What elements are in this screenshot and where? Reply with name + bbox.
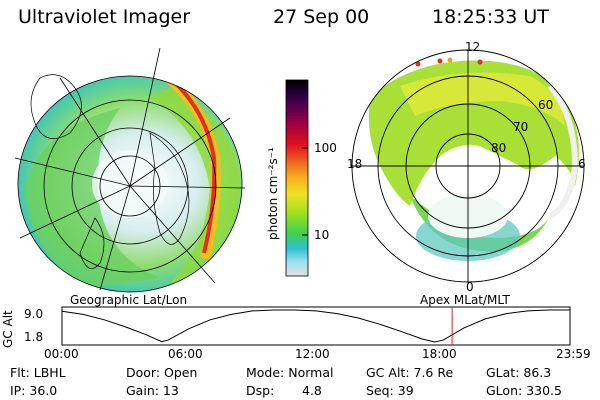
mlat-label-60: 60 [538, 98, 554, 112]
altitude-plot [61, 306, 571, 346]
status-dsp-label: Dsp: [246, 383, 275, 398]
mlt-label-0: 0 [466, 280, 474, 294]
altitude-ytick-high: 9.0 [24, 307, 44, 321]
status-glon: GLon: 330.5 [486, 383, 562, 398]
altitude-ytick-low: 1.8 [24, 330, 44, 344]
geographic-auroral-image [14, 47, 246, 293]
status-gc-alt: GC Alt: 7.6 Re [366, 365, 454, 380]
mlt-label-12: 12 [465, 40, 481, 54]
altitude-plot-ylabel: GC Alt [1, 310, 15, 348]
status-glat: GLat: 86.3 [486, 365, 552, 380]
status-ip: IP: 36.0 [10, 383, 58, 398]
status-seq: Seq: 39 [366, 383, 414, 398]
altitude-xtick-1: 06:00 [168, 347, 203, 361]
status-gain: Gain: 13 [126, 383, 179, 398]
colorbar-unit-label: photon cm⁻²s⁻¹ [266, 147, 280, 240]
altitude-xtick-4: 23:59 [556, 347, 591, 361]
mlat-label-70: 70 [513, 120, 529, 134]
status-door: Door: Open [126, 365, 198, 380]
status-filter: Flt: LBHL [10, 365, 66, 380]
time-label: 18:25:33 UT [432, 6, 549, 28]
altitude-xtick-2: 12:00 [295, 347, 330, 361]
colorbar [285, 79, 309, 277]
instrument-title: Ultraviolet Imager [18, 6, 191, 28]
magnetic-polar-plot [351, 49, 585, 283]
status-mode: Mode: Normal [246, 365, 334, 380]
status-dsp-value: 4.8 [302, 383, 322, 398]
mlt-label-6: 6 [578, 157, 586, 171]
mlat-label-80: 80 [491, 141, 507, 155]
altitude-xtick-0: 00:00 [44, 347, 79, 361]
colorbar-tick-100: 100 [314, 141, 337, 155]
date-label: 27 Sep 00 [273, 6, 370, 28]
altitude-xtick-3: 18:00 [422, 347, 457, 361]
right-panel-caption: Apex MLat/MLT [420, 293, 510, 307]
left-panel-caption: Geographic Lat/Lon [70, 293, 188, 307]
colorbar-tick-10: 10 [314, 228, 330, 242]
mlt-label-18: 18 [347, 157, 363, 171]
altitude-curve [61, 309, 570, 343]
